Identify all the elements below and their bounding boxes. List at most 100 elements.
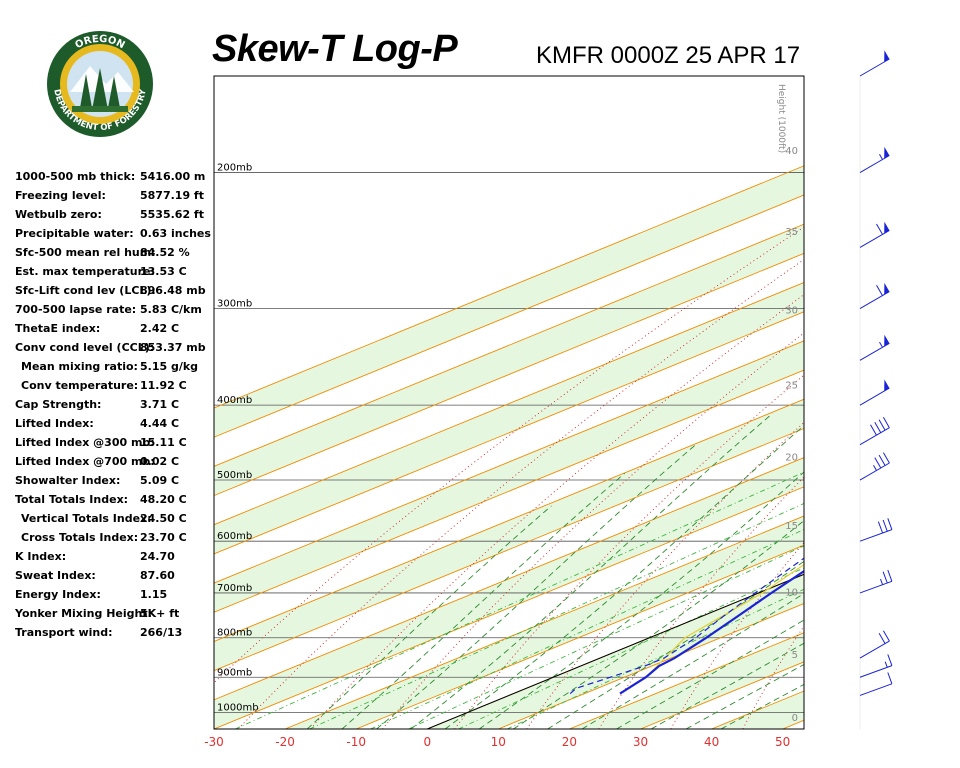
wind-barb-flag bbox=[878, 419, 886, 431]
dry-adiabats bbox=[214, 226, 804, 729]
wind-barb bbox=[859, 518, 893, 542]
moist-adiabat bbox=[581, 592, 804, 729]
logo-ground bbox=[72, 106, 128, 112]
wind-barb-half-flag bbox=[879, 341, 883, 348]
wind-barb-pennant bbox=[884, 146, 890, 159]
wind-barbs bbox=[859, 50, 893, 729]
index-row: 700-500 lapse rate: 5.83 C/km bbox=[15, 301, 215, 320]
index-label: 700-500 lapse rate: bbox=[15, 303, 137, 316]
pressure-labels: 200mb 300mb 400mb 500mb 600mb 700mb 800mb 900mb… bbox=[217, 163, 259, 714]
wind-barb-flag bbox=[878, 632, 886, 644]
oregon-department-of-forestry-logo: OREGON DEPARTMENT OF FORESTRY bbox=[47, 31, 153, 137]
freezing-isotherm-line bbox=[427, 573, 804, 729]
index-row: Cross Totals Index: 23.70 C bbox=[15, 529, 215, 548]
isotherm-line bbox=[214, 427, 804, 672]
wind-barb-staff bbox=[859, 529, 893, 542]
index-value: 1.15 bbox=[140, 588, 168, 601]
sounding-traces bbox=[569, 557, 804, 695]
wind-barb-flag bbox=[874, 422, 882, 433]
index-label: Lifted Index @700 mb: bbox=[15, 455, 155, 468]
wind-barb-staff bbox=[859, 665, 893, 678]
wind-barb-flag bbox=[882, 571, 888, 584]
index-value: 5K+ ft bbox=[140, 607, 180, 620]
index-label: Transport wind: bbox=[15, 626, 113, 639]
index-row: Yonker Mixing Height: 5K+ ft bbox=[15, 605, 215, 624]
wind-barb-flag bbox=[887, 672, 893, 684]
wind-barb-half-flag bbox=[879, 154, 883, 160]
wind-barb-half-flag bbox=[873, 465, 877, 471]
index-row: Mean mixing ratio: 5.15 g/kg bbox=[15, 358, 215, 377]
wind-barb-pennant bbox=[884, 334, 890, 347]
index-value: 2.42 C bbox=[140, 322, 180, 335]
index-label: Mean mixing ratio: bbox=[21, 360, 138, 373]
index-row: Lifted Index: 4.44 C bbox=[15, 415, 215, 434]
isotherms bbox=[214, 165, 804, 729]
pressure-label: 600mb bbox=[217, 531, 252, 542]
index-value: 896.48 mb bbox=[140, 284, 206, 297]
chart-title: Skew-T Log-P bbox=[212, 28, 458, 70]
isotherm-band bbox=[214, 340, 804, 613]
wind-barb-flag bbox=[882, 519, 888, 532]
temperature-tick-label: -20 bbox=[275, 735, 295, 749]
dry-adiabat bbox=[237, 259, 804, 729]
wind-barb-flag bbox=[870, 424, 877, 436]
index-row: Transport wind: 266/13 bbox=[15, 624, 215, 643]
index-value: 0.02 C bbox=[140, 455, 180, 468]
moist-adiabat bbox=[410, 413, 773, 729]
index-row: Cap Strength: 3.71 C bbox=[15, 396, 215, 415]
temperature-tick-label: 0 bbox=[423, 735, 431, 749]
mixing-ratio-line bbox=[507, 588, 804, 729]
index-label: Yonker Mixing Height: bbox=[15, 607, 152, 620]
logo-tree-right bbox=[108, 76, 120, 108]
wind-barb-pennant bbox=[884, 282, 890, 295]
index-row: Sfc-Lift cond lev (LCL): 896.48 mb bbox=[15, 282, 215, 301]
isotherm-line bbox=[782, 719, 804, 729]
moist-adiabat bbox=[341, 472, 626, 729]
index-label: Cap Strength: bbox=[15, 398, 102, 411]
wind-barb bbox=[859, 417, 890, 446]
index-label: K Index: bbox=[15, 550, 67, 563]
moist-adiabat bbox=[376, 444, 696, 729]
wind-barb-flag bbox=[882, 452, 890, 464]
index-value: 11.92 C bbox=[140, 379, 187, 392]
height-tick-label: 25 bbox=[785, 380, 798, 391]
index-row: Vertical Totals Index: 24.50 C bbox=[15, 510, 215, 529]
index-label: Vertical Totals Index: bbox=[21, 512, 152, 525]
wind-barb-staff bbox=[859, 683, 893, 696]
index-value: 87.60 bbox=[140, 569, 175, 582]
mixing-ratio-line bbox=[408, 545, 804, 729]
pressure-label: 900mb bbox=[217, 667, 252, 678]
index-label: Est. max temperature: bbox=[15, 265, 155, 278]
index-row: Conv cond level (CCL): 853.37 mb bbox=[15, 339, 215, 358]
isotherm-line bbox=[284, 515, 804, 729]
index-value: 3.71 C bbox=[140, 398, 180, 411]
isotherm-line bbox=[355, 544, 804, 729]
parcel-trace-line bbox=[645, 563, 804, 678]
height-axis: Height (1000ft) 0 5 10 15 20 25 30 35 40 bbox=[776, 84, 798, 724]
index-row: Est. max temperature: 13.53 C bbox=[15, 263, 215, 282]
index-row: Energy Index: 1.15 bbox=[15, 586, 215, 605]
index-label: Sfc-500 mean rel hum: bbox=[15, 246, 156, 259]
height-tick-label: 20 bbox=[785, 452, 798, 463]
wind-barb-flag bbox=[876, 284, 883, 296]
isotherm-band bbox=[214, 165, 804, 438]
wind-barb-staff bbox=[859, 342, 890, 361]
index-value: 84.52 % bbox=[140, 246, 190, 259]
dry-adiabat bbox=[382, 332, 804, 729]
temperature-tick-label: 20 bbox=[562, 735, 577, 749]
wind-barb-flag bbox=[876, 223, 883, 235]
isotherm-line bbox=[214, 282, 804, 526]
index-value: 13.53 C bbox=[140, 265, 187, 278]
wind-barb-pennant bbox=[884, 221, 890, 234]
pressure-label: 500mb bbox=[217, 470, 252, 481]
temperature-tick-label: 10 bbox=[491, 735, 506, 749]
index-value: 4.44 C bbox=[140, 417, 180, 430]
parcel-trace bbox=[645, 563, 804, 678]
wind-barb bbox=[859, 282, 890, 310]
wind-barb-staff bbox=[859, 58, 890, 77]
height-tick-label: 5 bbox=[792, 650, 798, 661]
isotherm-line bbox=[214, 165, 804, 409]
moist-adiabat bbox=[306, 505, 552, 729]
index-value: 15.11 C bbox=[140, 436, 187, 449]
